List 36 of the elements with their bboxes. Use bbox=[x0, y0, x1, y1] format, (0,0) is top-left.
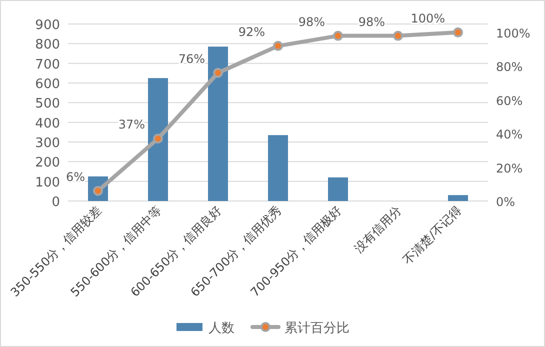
bar bbox=[208, 46, 228, 201]
bar bbox=[268, 135, 288, 201]
point bbox=[333, 30, 343, 41]
y-tick-label: 400 bbox=[35, 116, 60, 132]
y2-tick-label: 60% bbox=[496, 94, 523, 108]
point bbox=[213, 68, 223, 78]
bar bbox=[448, 195, 468, 201]
y2-tick-label: 20% bbox=[496, 161, 523, 176]
bar bbox=[148, 78, 168, 201]
y-tick-label: 700 bbox=[35, 57, 60, 72]
bar bbox=[328, 177, 348, 201]
y2-tick-label: 0% bbox=[496, 195, 516, 209]
point bbox=[153, 134, 163, 144]
y-tick-label: 200 bbox=[35, 156, 60, 171]
data-label: 37% bbox=[118, 118, 145, 132]
point bbox=[393, 30, 403, 41]
point bbox=[453, 27, 463, 38]
data-label: 76% bbox=[178, 52, 205, 66]
y2-tick-label: 100% bbox=[496, 26, 530, 40]
data-label: 98% bbox=[298, 14, 325, 29]
legend-label: 累计百分比 bbox=[284, 321, 350, 336]
data-label: 100% bbox=[410, 11, 445, 26]
y2-tick-label: 40% bbox=[496, 128, 523, 142]
y2-tick-label: 80% bbox=[496, 60, 523, 74]
data-label: 92% bbox=[238, 24, 265, 39]
y-tick-label: 900 bbox=[35, 18, 60, 33]
point bbox=[273, 40, 283, 51]
y-tick-label: 100 bbox=[35, 175, 60, 190]
data-label: 98% bbox=[358, 14, 385, 29]
y-tick-label: 300 bbox=[35, 136, 60, 151]
data-label: 6% bbox=[66, 170, 85, 184]
y-tick-label: 600 bbox=[35, 77, 60, 92]
y-tick-label: 500 bbox=[35, 96, 60, 112]
y-tick-label: 0 bbox=[52, 195, 60, 210]
y-tick-label: 800 bbox=[35, 38, 60, 53]
legend-label: 人数 bbox=[208, 321, 234, 336]
